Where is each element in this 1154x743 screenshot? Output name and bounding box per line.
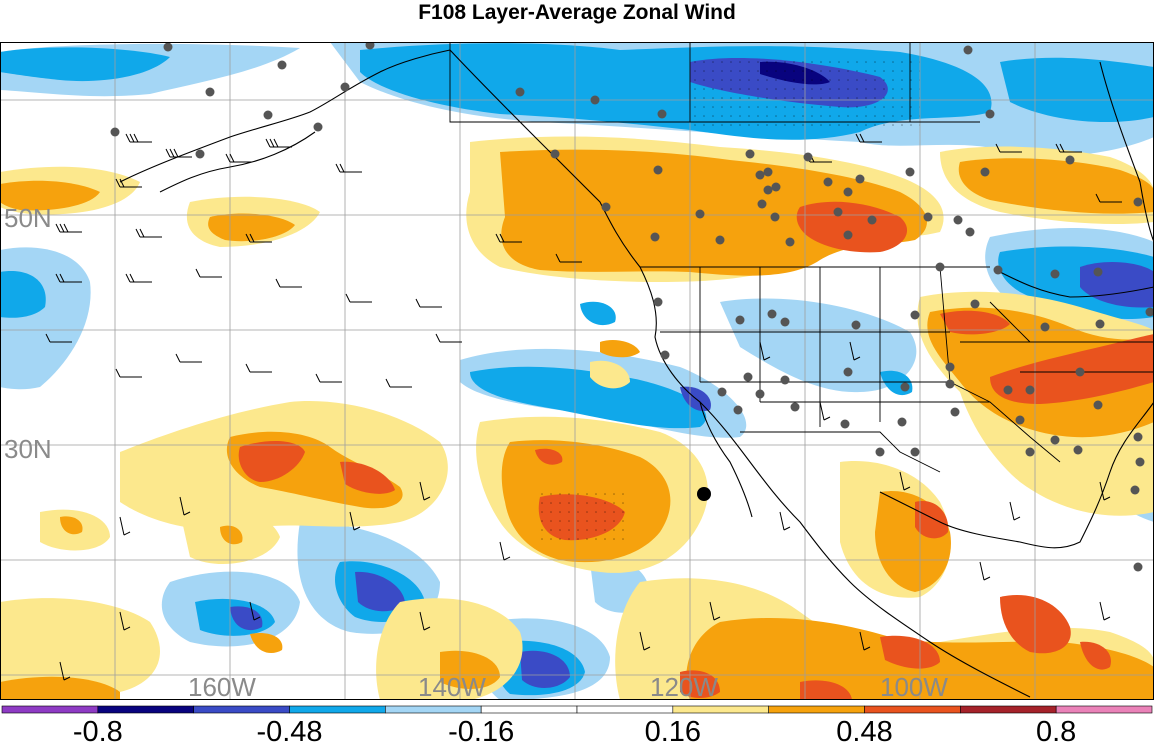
colorbar-swatch — [576, 705, 674, 714]
colorbar: -0.8 -0.48 -0.16 0.16 0.48 0.8 — [1, 705, 1153, 743]
state-borders — [449, 42, 1154, 473]
colorbar-tick-label: 0.48 — [836, 716, 892, 743]
colorbar-swatch — [960, 705, 1057, 714]
colorbar-labels: -0.8 -0.48 -0.16 0.16 0.48 0.8 — [73, 716, 1076, 743]
colorbar-swatches — [1, 705, 1153, 714]
colorbar-swatch — [385, 705, 482, 714]
colorbar-swatch — [768, 705, 865, 714]
highlight-point — [697, 487, 711, 501]
wind-barbs — [45, 133, 1122, 681]
observation-stations — [110, 42, 1154, 572]
colorbar-swatch — [97, 705, 194, 714]
colorbar-swatch — [864, 705, 961, 714]
colorbar-swatch — [480, 705, 578, 714]
colorbar-tick-label: -0.8 — [73, 716, 123, 743]
lon-label-100w: 100W — [880, 672, 948, 700]
colorbar-swatch — [193, 705, 290, 714]
coastlines — [119, 49, 1154, 698]
lat-lon-labels: 50N 30N 160W 140W 120W 100W — [4, 203, 948, 700]
colorbar-swatch — [289, 705, 386, 714]
stipple-overlay-center — [535, 492, 625, 542]
colorbar-swatch — [672, 705, 769, 714]
map-title: F108 Layer-Average Zonal Wind — [418, 1, 736, 24]
colorbar-tick-label: -0.48 — [256, 716, 322, 743]
lat-label-50n: 50N — [4, 203, 52, 233]
lat-label-30n: 30N — [4, 434, 52, 464]
lon-label-160w: 160W — [188, 672, 256, 700]
colorbar-tick-label: -0.16 — [448, 716, 514, 743]
lon-label-140w: 140W — [418, 672, 486, 700]
colorbar-swatch — [1, 705, 99, 714]
zonal-wind-map: 50N 30N 160W 140W 120W 100W — [0, 42, 1154, 700]
lon-label-120w: 120W — [650, 672, 718, 700]
lat-lon-grid — [0, 42, 1154, 700]
colorbar-swatch — [1055, 705, 1153, 714]
colorbar-tick-label: 0.8 — [1036, 716, 1076, 743]
colorbar-tick-label: 0.16 — [645, 716, 701, 743]
